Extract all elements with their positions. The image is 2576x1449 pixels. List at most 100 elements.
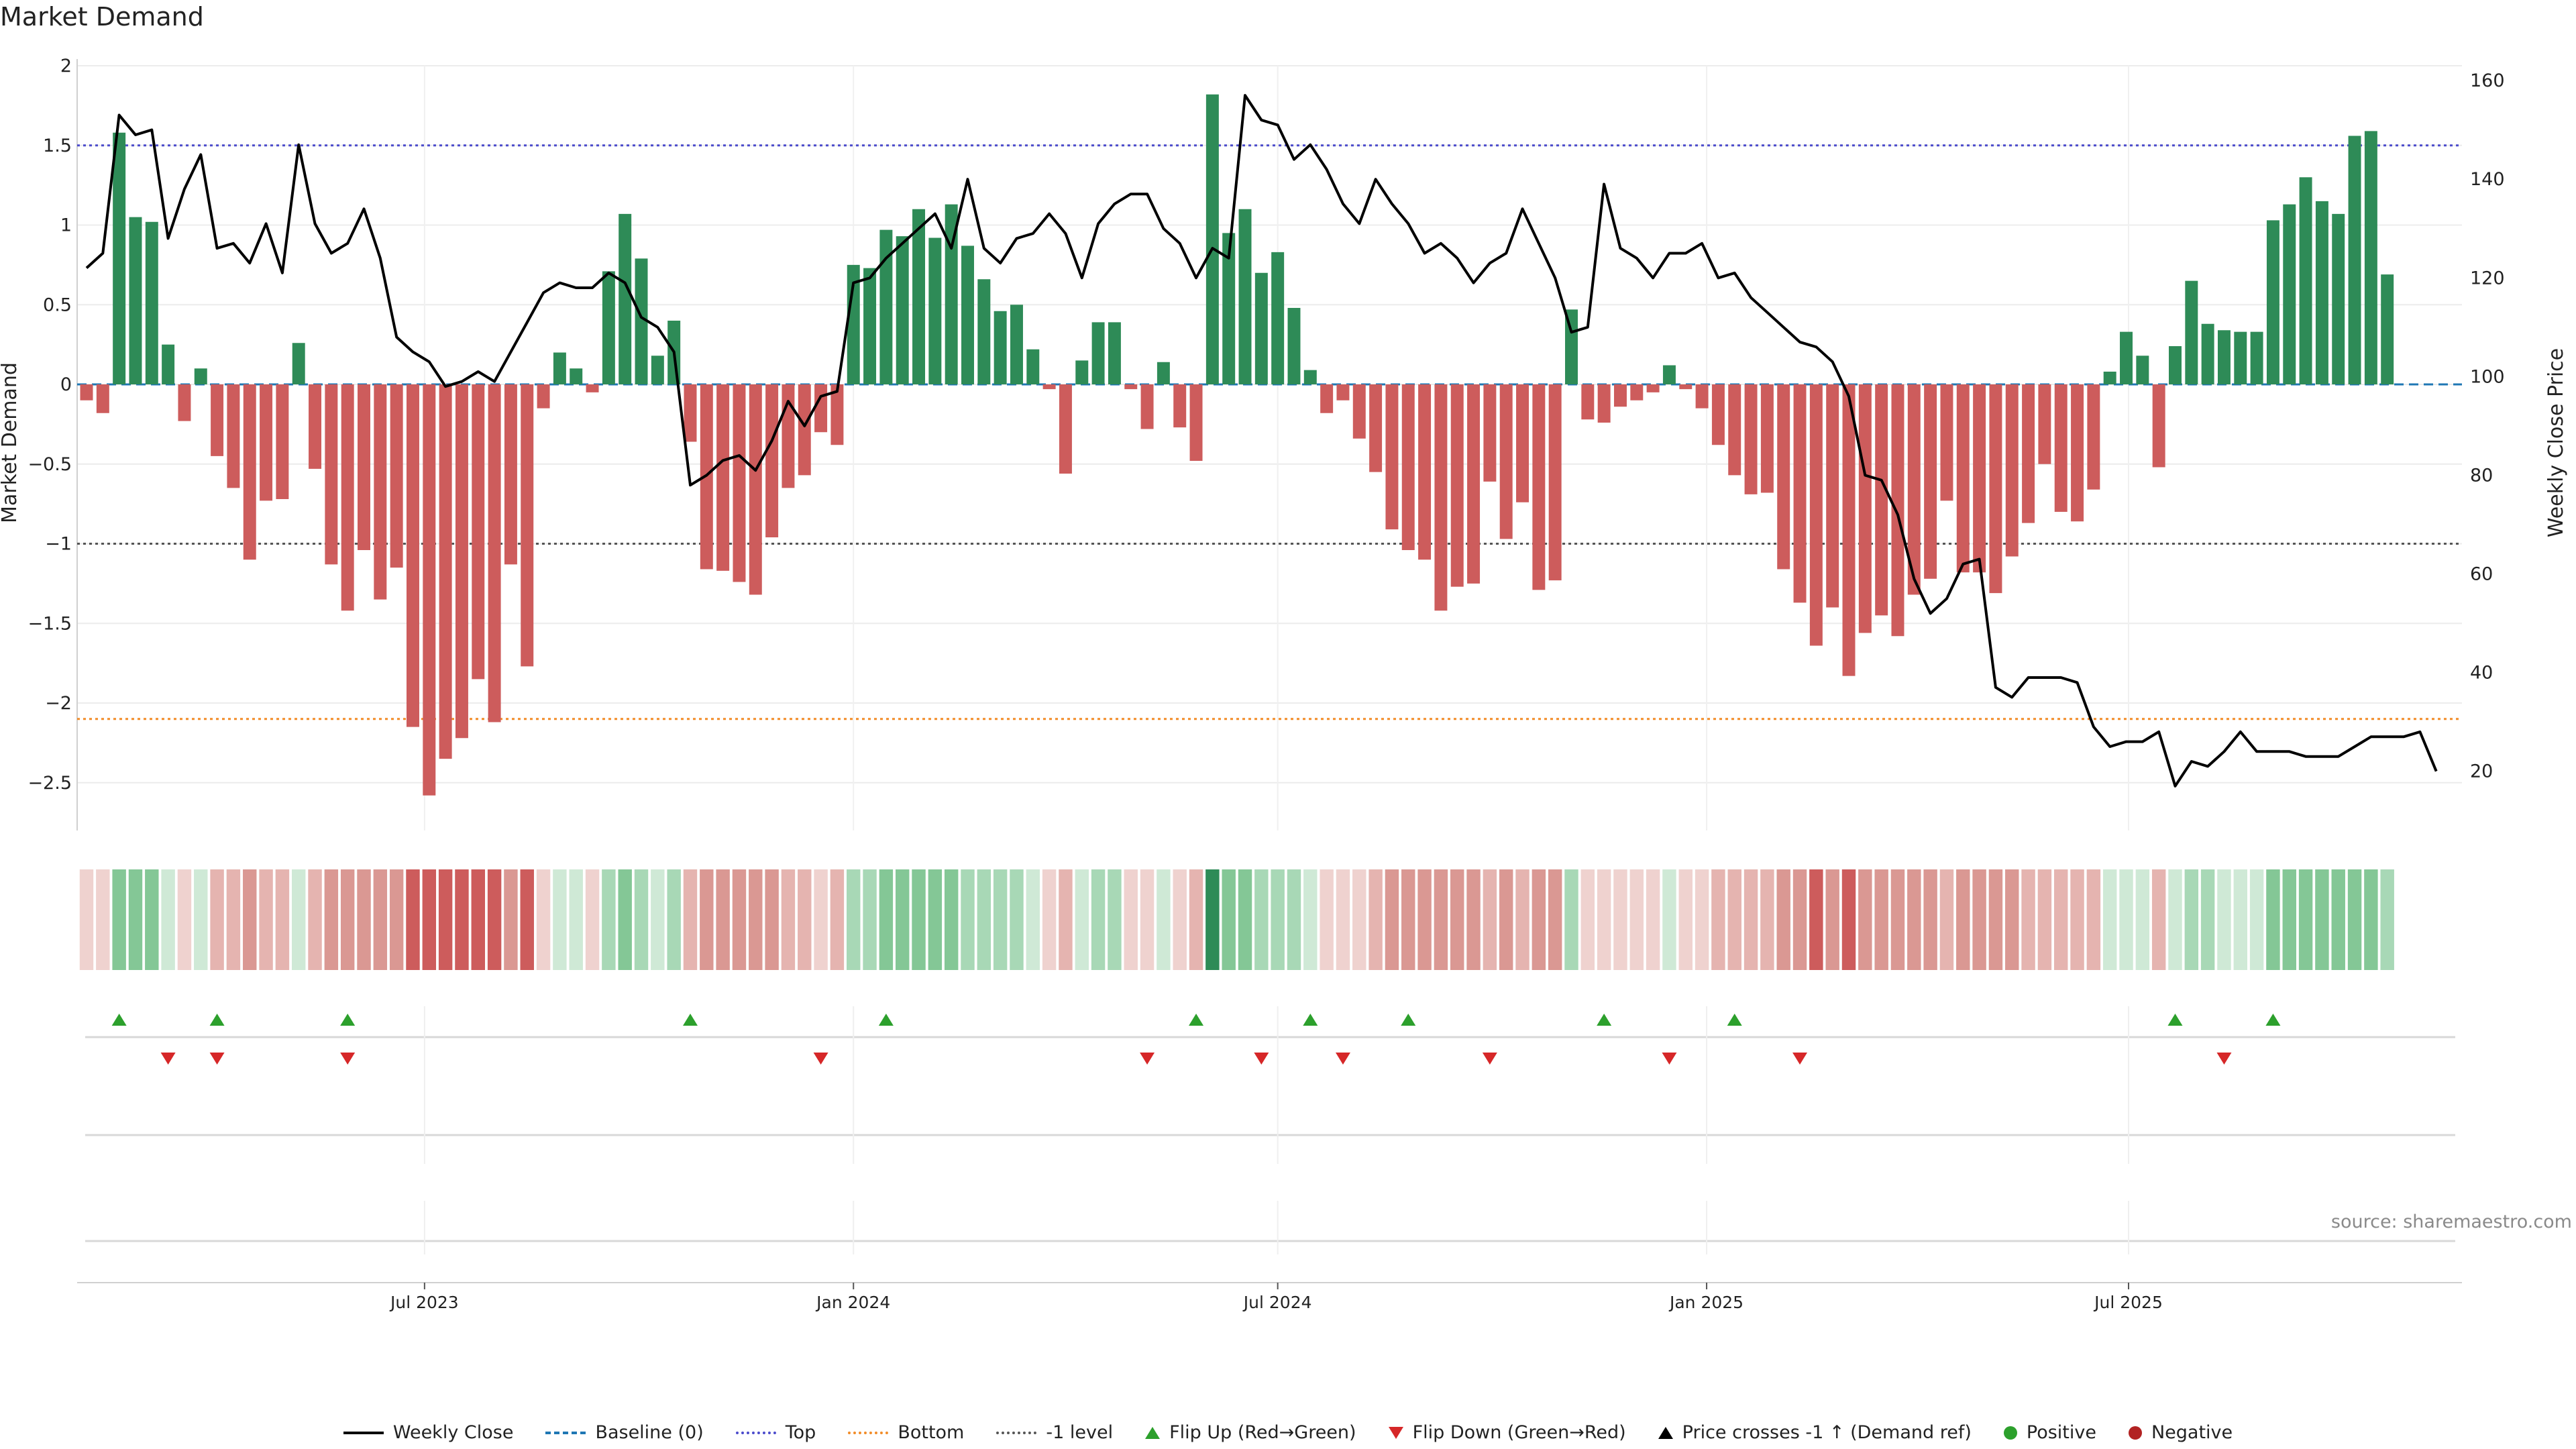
flip-down-marker <box>1335 1053 1350 1065</box>
demand-bar <box>1924 384 1937 579</box>
demand-bar <box>1418 384 1432 560</box>
demand-bar <box>1760 384 1774 493</box>
flip-down-marker <box>340 1053 356 1065</box>
y2-tick-label: 160 <box>2470 70 2505 91</box>
legend-item-flip-up: Flip Up (Red→Green) <box>1145 1422 1356 1443</box>
strip-cell <box>1385 869 1399 970</box>
strip-cell <box>2200 869 2215 970</box>
triangle-up-icon <box>1658 1426 1673 1439</box>
flip-down-marker <box>209 1053 225 1065</box>
strip-cell <box>1352 869 1366 970</box>
demand-bar <box>537 384 550 409</box>
strip-cell <box>2298 869 2313 970</box>
strip-cell <box>1010 869 1024 970</box>
strip-cell <box>357 869 371 970</box>
strip-cell <box>438 869 453 970</box>
demand-bar <box>194 368 207 384</box>
demand-bar <box>96 384 109 413</box>
demand-bars <box>80 94 2394 796</box>
y-tick-label: 1 <box>60 215 72 236</box>
strip-cell <box>814 869 828 970</box>
legend-label: Top <box>785 1422 816 1443</box>
demand-bar <box>1613 384 1627 407</box>
strip-cell <box>569 869 583 970</box>
strip-cell <box>1874 869 1888 970</box>
demand-bar <box>1026 349 1040 384</box>
demand-bar <box>2152 384 2165 468</box>
demand-bar <box>635 258 648 384</box>
demand-bar <box>1124 384 1138 390</box>
strip-cell <box>2315 869 2329 970</box>
demand-bar <box>570 368 583 384</box>
demand-bar <box>1157 362 1170 384</box>
demand-bar <box>765 384 779 537</box>
strip-cell <box>487 869 502 970</box>
demand-bar <box>1336 384 1350 400</box>
demand-bar <box>1711 384 1725 445</box>
demand-bar <box>1826 384 1839 608</box>
flip-up-marker <box>878 1014 894 1026</box>
legend-dotted-swatch <box>848 1431 889 1434</box>
legend-label: -1 level <box>1046 1422 1114 1443</box>
strip-cell <box>781 869 796 970</box>
legend-label: Negative <box>2151 1422 2233 1443</box>
flip-up-marker <box>1597 1014 1612 1026</box>
y-tick-label: −1.5 <box>28 613 72 634</box>
strip-cell <box>520 869 534 970</box>
demand-bar <box>1075 360 1089 384</box>
strip-cell <box>145 869 159 970</box>
flip-up-marker <box>2167 1014 2183 1026</box>
demand-bar <box>1842 384 1856 676</box>
demand-bar <box>1548 384 1562 581</box>
strip-cell <box>1760 869 1774 970</box>
strip-cell <box>1564 869 1578 970</box>
demand-bar <box>2250 331 2263 384</box>
strip-cell <box>1336 869 1350 970</box>
demand-bar <box>472 384 485 680</box>
demand-bar <box>1597 384 1611 423</box>
weekly-close-line <box>85 94 2438 788</box>
flip-up-marker <box>682 1014 698 1026</box>
flip-down-marker <box>160 1053 176 1065</box>
legend-dotted-swatch <box>996 1431 1037 1434</box>
y-tick-label: 0.5 <box>43 294 72 315</box>
strip-cell <box>1923 869 1937 970</box>
demand-bar <box>374 384 387 600</box>
strip-cell <box>1075 869 1089 970</box>
strip-cell <box>1515 869 1529 970</box>
flip-up-marker <box>1401 1014 1416 1026</box>
strip-cell <box>585 869 600 970</box>
demand-bar <box>2266 220 2279 384</box>
demand-bar <box>1777 384 1790 570</box>
demand-bar <box>1695 384 1709 409</box>
y2-tick-label: 140 <box>2470 169 2505 190</box>
demand-bar <box>309 384 322 469</box>
demand-bar <box>2283 204 2296 384</box>
demand-bar <box>602 271 615 384</box>
demand-bar <box>1793 384 1807 603</box>
demand-bar <box>1940 384 1953 501</box>
demand-bar <box>863 268 877 384</box>
flip-up-marker <box>1727 1014 1742 1026</box>
demand-bar <box>961 246 974 384</box>
strip-cell <box>406 869 420 970</box>
strip-cell <box>879 869 894 970</box>
strip-cell <box>96 869 110 970</box>
demand-bar <box>358 384 370 550</box>
legend-item-weekly-close: Weekly Close <box>343 1422 513 1443</box>
y-axis-label: Market Demand <box>0 362 21 523</box>
demand-bar <box>2348 136 2361 384</box>
strip-cell <box>2070 869 2084 970</box>
demand-bar <box>2217 330 2231 384</box>
dot-icon <box>2128 1426 2142 1440</box>
strip-cell <box>895 869 910 970</box>
strip-cell <box>830 869 845 970</box>
demand-bar <box>521 384 534 667</box>
strip-cell <box>1662 869 1676 970</box>
demand-bar <box>488 384 501 722</box>
legend-label: Bottom <box>898 1422 965 1443</box>
demand-bar <box>260 384 273 501</box>
demand-bar <box>2054 384 2068 512</box>
strip-cell <box>1222 869 1236 970</box>
